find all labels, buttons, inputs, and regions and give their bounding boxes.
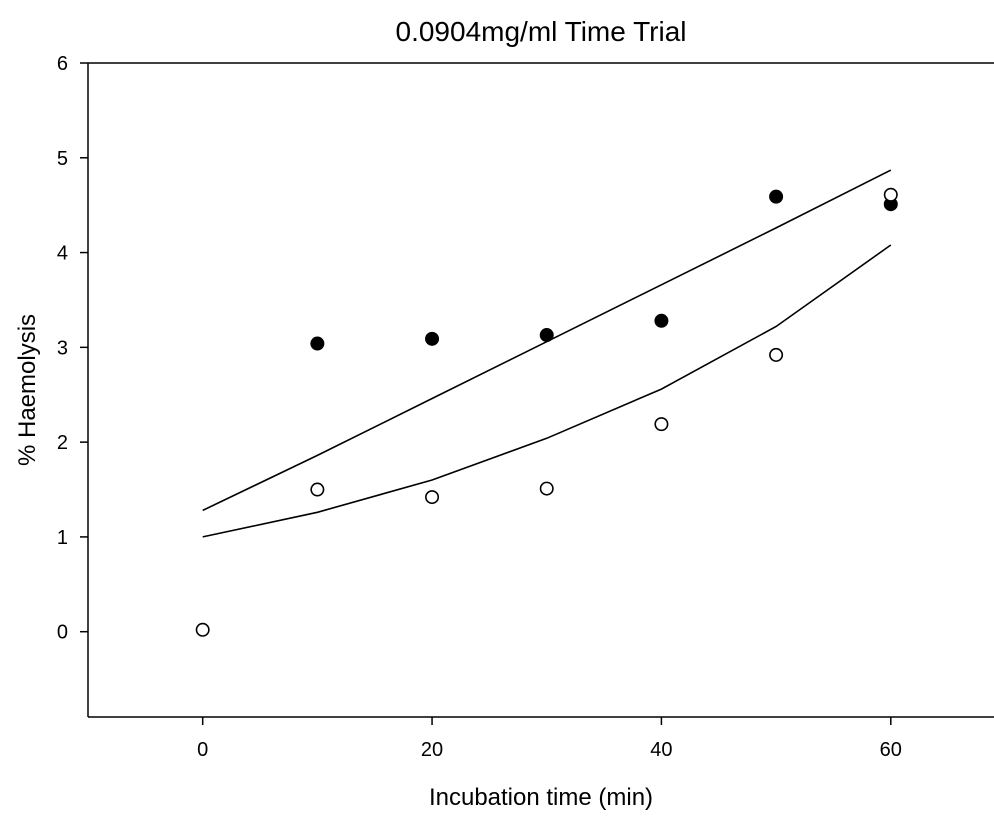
y-tick-label: 5 [57,148,68,170]
fit-line-series-2 [202,244,892,538]
data-points [195,187,898,637]
x-tick-label: 40 [650,739,672,761]
x-axis-label: Incubation time (min) [429,784,653,811]
open-point [654,417,669,432]
filled-point [310,336,325,351]
x-tick-label: 20 [421,739,443,761]
y-tick-label: 4 [57,243,68,265]
y-tick-label: 1 [57,527,68,549]
filled-point [425,331,440,346]
x-tick-label: 60 [880,739,902,761]
open-point [425,490,440,505]
y-axis-label: % Haemolysis [14,314,41,466]
y-tick-label: 6 [57,53,68,75]
open-point [883,187,898,202]
y-tick-label: 0 [57,622,68,644]
filled-point [539,328,554,343]
open-point [195,622,210,637]
y-tick-label: 2 [57,432,68,454]
x-tick-label: 0 [197,739,208,761]
open-point [310,482,325,497]
chart-title: 0.0904mg/ml Time Trial [396,16,687,47]
filled-point [769,189,784,204]
filled-point [654,313,669,328]
y-tick-label: 3 [57,337,68,359]
open-point [769,347,784,362]
open-point [539,481,554,496]
